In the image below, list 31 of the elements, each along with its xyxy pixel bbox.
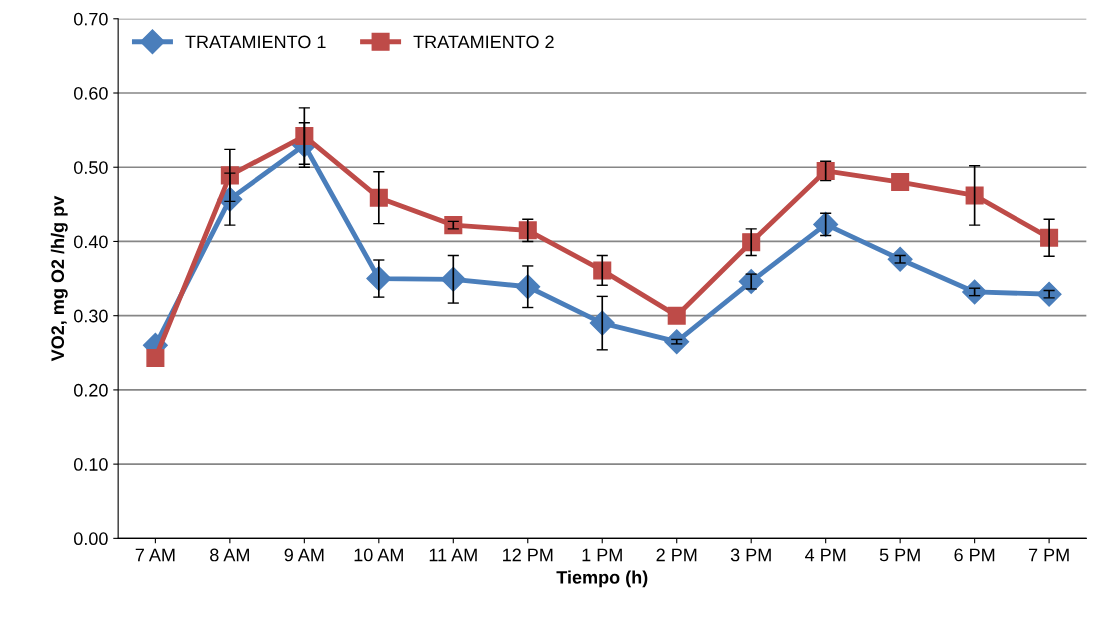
x-tick-label: 5 PM	[879, 548, 920, 562]
x-tick-label: 12 PM	[503, 548, 553, 562]
x-tick-label: 11 AM	[429, 548, 477, 562]
x-tick-label: 8 AM	[210, 548, 249, 562]
y-tick-label: 0.50	[74, 161, 108, 174]
x-tick-label: 7 AM	[135, 548, 175, 562]
point	[667, 306, 686, 325]
x-tick-label: 7 PM	[1028, 548, 1069, 562]
point	[962, 279, 988, 305]
x-axis-title: Tiempo (h)	[556, 570, 648, 588]
y-tick-label: 0.60	[74, 86, 108, 100]
legend-label: TRATAMIENTO 1	[185, 35, 326, 49]
x-tick-label: 4 PM	[805, 548, 846, 562]
point	[295, 127, 314, 146]
x-tick-label: 2 PM	[656, 548, 697, 562]
legend-label: TRATAMIENTO 2	[413, 35, 554, 49]
y-tick-label: 0.20	[74, 383, 108, 397]
y-tick-label: 0.70	[74, 12, 108, 26]
y-tick-label: 0.40	[74, 235, 108, 249]
x-tick-label: 3 PM	[730, 548, 771, 562]
point	[965, 186, 984, 205]
y-tick-label: 0.10	[74, 458, 108, 471]
x-tick-label: 10 AM	[354, 548, 403, 562]
y-axis-title: VO2, mg O2 /h/g pv	[50, 195, 68, 362]
point	[146, 348, 165, 368]
y-tick-label: 0.00	[74, 532, 108, 546]
x-tick-label: 6 PM	[954, 548, 995, 562]
y-tick-label: 0.30	[74, 309, 108, 323]
x-tick-label: 1 PM	[582, 548, 622, 562]
x-tick-label: 9 AM	[284, 548, 324, 562]
point	[891, 173, 910, 192]
